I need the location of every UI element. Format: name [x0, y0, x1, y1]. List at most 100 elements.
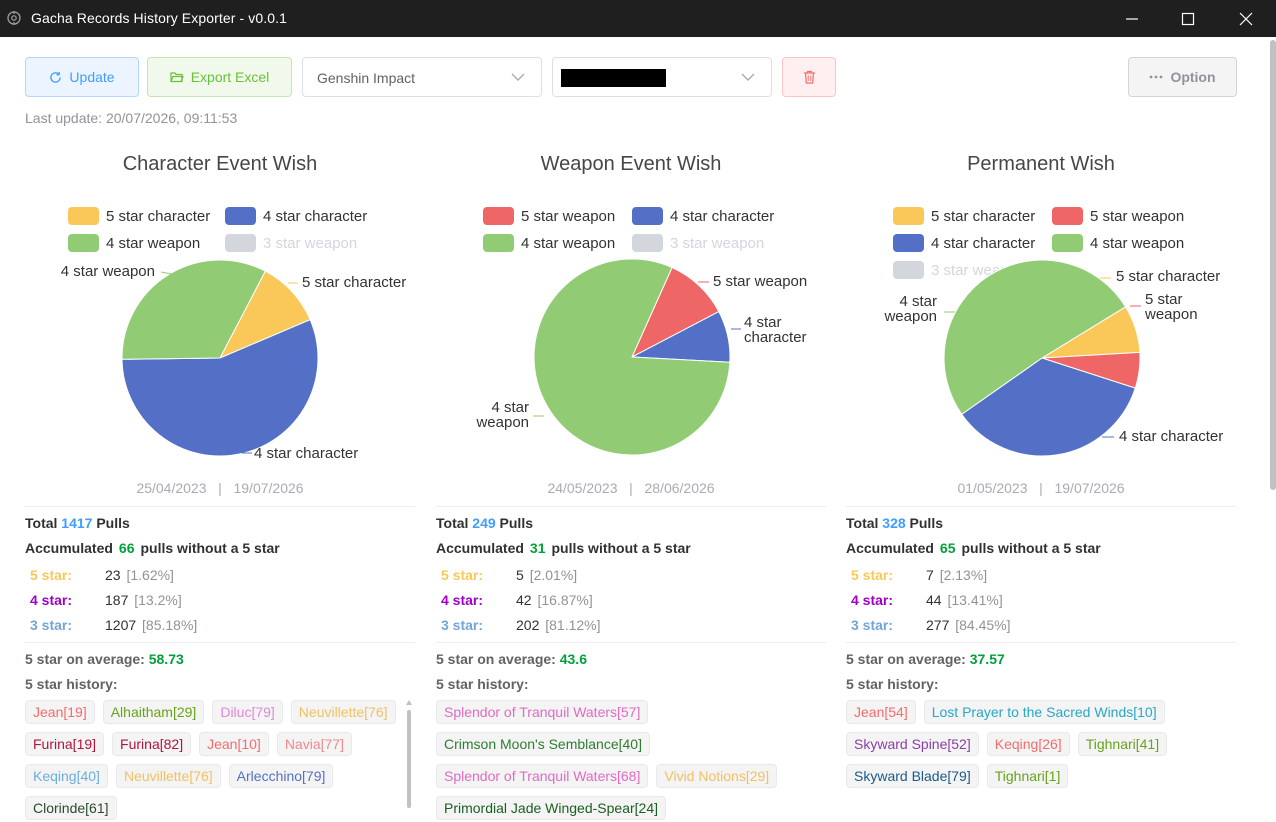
three-star-percent: [81.12%] — [545, 617, 601, 633]
history-tag: Alhaitham[29] — [102, 700, 205, 724]
total-pulls-line: Total 328 Pulls — [846, 511, 1236, 536]
legend-item[interactable]: 5 star weapon — [1052, 207, 1184, 225]
history-tag: Jean[54] — [846, 700, 916, 724]
history-tag: Keqing[40] — [25, 764, 108, 788]
uid-select[interactable] — [552, 57, 772, 97]
legend-label: 3 star weapon — [670, 235, 764, 252]
legend-item[interactable]: 5 star weapon — [483, 207, 615, 225]
accumulated-suffix: pulls without a 5 star — [140, 540, 280, 556]
total-suffix: Pulls — [909, 515, 944, 531]
history-tag: Primordial Jade Winged-Spear[24] — [436, 796, 666, 820]
legend-label: 4 star weapon — [106, 235, 200, 252]
four-star-stat: 4 star: 187 [13.2%] — [25, 588, 415, 613]
pie-slice[interactable] — [943, 259, 1127, 415]
accumulated-line: Accumulated 65 pulls without a 5 star — [846, 536, 1236, 561]
legend-swatch — [68, 234, 99, 252]
three-star-count: 1207 — [105, 617, 137, 633]
minimize-button[interactable] — [1106, 0, 1160, 37]
slice-label: 4 star weapon — [61, 263, 155, 280]
legend-item[interactable]: 5 star character — [893, 207, 1035, 225]
legend-label: 4 star weapon — [521, 235, 615, 252]
export-excel-button[interactable]: Export Excel — [147, 57, 292, 97]
five-star-percent: [2.13%] — [939, 567, 988, 583]
accumulated-value: 66 — [118, 540, 135, 556]
pie-chart[interactable]: Character Event Wish 5 star character 4 st… — [25, 140, 415, 505]
accumulated-prefix: Accumulated — [436, 540, 524, 556]
accumulated-prefix: Accumulated — [846, 540, 934, 556]
slice-label: 5 star character — [1116, 268, 1220, 285]
legend-item[interactable]: 5 star character — [68, 207, 210, 225]
pie-slice[interactable] — [121, 259, 266, 360]
total-prefix: Total — [846, 515, 879, 531]
total-pulls-line: Total 1417 Pulls — [25, 511, 415, 536]
stats-block: Total 249 Pulls Accumulated 31 pulls witho… — [436, 506, 826, 820]
total-prefix: Total — [25, 515, 58, 531]
window-title: Gacha Records History Exporter - v0.0.1 — [31, 10, 287, 26]
delete-button[interactable] — [782, 57, 836, 97]
total-suffix: Pulls — [96, 515, 130, 531]
close-button[interactable] — [1220, 0, 1274, 37]
accumulated-prefix: Accumulated — [25, 540, 113, 556]
app-logo-icon — [7, 11, 21, 25]
three-star-stat: 3 star: 1207 [85.18%] — [25, 613, 415, 638]
history-tag: Diluc[79] — [212, 700, 283, 724]
total-prefix: Total — [436, 515, 469, 531]
legend-item[interactable]: 4 star character — [893, 234, 1035, 252]
maximize-button[interactable] — [1162, 0, 1216, 37]
history-tag-list: Jean[19] Alhaitham[29] Diluc[79] Neuvillett… — [25, 700, 405, 820]
slice-label: 4 star character — [1119, 428, 1223, 445]
history-title: 5 star history: — [25, 676, 118, 692]
pie-slice[interactable] — [121, 319, 319, 457]
average-line: 5 star on average: 37.57 — [846, 647, 1236, 672]
game-select[interactable]: Genshin Impact — [302, 57, 542, 97]
history-title: 5 star history: — [846, 676, 939, 692]
maximize-icon — [1181, 12, 1195, 26]
average-value: 43.6 — [559, 651, 587, 667]
option-button[interactable]: Option — [1128, 57, 1237, 97]
legend-item[interactable]: 4 star weapon — [483, 234, 615, 252]
four-star-count: 187 — [105, 592, 129, 608]
three-star-label: 3 star: — [851, 617, 894, 633]
average-value: 37.57 — [969, 651, 1005, 667]
legend-item[interactable]: 3 star weapon — [225, 234, 357, 252]
pie-slice[interactable] — [533, 258, 731, 456]
legend-item[interactable]: 4 star character — [225, 207, 367, 225]
total-pulls-value: 328 — [882, 515, 906, 531]
legend-swatch — [893, 234, 924, 252]
pie-slice[interactable] — [218, 270, 311, 360]
divider — [846, 506, 1236, 507]
stats-block: Total 328 Pulls Accumulated 65 pulls witho… — [846, 506, 1236, 788]
divider — [436, 642, 826, 643]
legend-label: 3 star weapon — [263, 235, 357, 252]
date-range: 24/05/2023 | 28/06/2026 — [547, 480, 714, 496]
pie-chart[interactable]: Permanent Wish 5 star character 5 star wea… — [846, 140, 1236, 505]
legend-swatch — [632, 234, 663, 252]
pie-chart[interactable]: Weapon Event Wish 5 star weapon 4 star cha… — [436, 140, 826, 505]
update-button[interactable]: Update — [25, 57, 139, 97]
legend-item[interactable]: 4 star weapon — [68, 234, 200, 252]
page-scrollbar[interactable] — [1270, 40, 1276, 490]
history-tag: Skyward Blade[79] — [846, 764, 979, 788]
history-tag: Furina[82] — [112, 732, 192, 756]
four-star-count: 42 — [516, 592, 532, 608]
four-star-stat: 4 star: 42 [16.87%] — [436, 588, 826, 613]
five-star-label: 5 star: — [441, 567, 484, 583]
minimize-icon — [1126, 18, 1138, 20]
history-tag: Arlecchino[79] — [228, 764, 334, 788]
four-star-label: 4 star: — [30, 592, 73, 608]
legend-swatch — [225, 207, 256, 225]
history-tag: Navia[77] — [276, 732, 352, 756]
five-star-percent: [1.62%] — [126, 567, 174, 583]
four-star-percent: [13.2%] — [134, 592, 182, 608]
last-update-text: Last update: 20/07/2026, 09:11:53 — [25, 110, 238, 126]
permanent-wish-panel: Permanent Wish 5 star character 5 star wea… — [846, 140, 1236, 822]
history-tag: Furina[19] — [25, 732, 105, 756]
history-scrollbar[interactable] — [406, 700, 412, 815]
pie-slice[interactable] — [961, 357, 1136, 457]
legend-item[interactable]: 4 star character — [632, 207, 774, 225]
history-tag: Vivid Notions[29] — [656, 764, 778, 788]
legend-item[interactable]: 3 star weapon — [632, 234, 764, 252]
legend-swatch — [483, 234, 514, 252]
legend-item[interactable]: 4 star weapon — [1052, 234, 1184, 252]
five-star-percent: [2.01%] — [529, 567, 578, 583]
